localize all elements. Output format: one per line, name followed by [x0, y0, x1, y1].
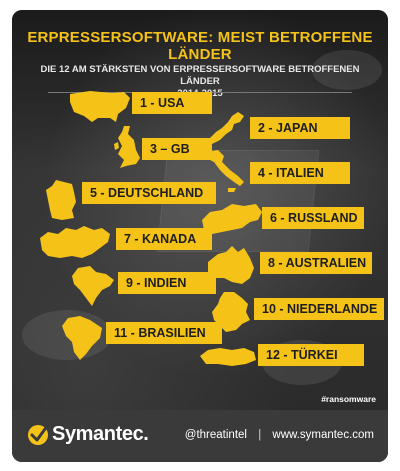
country-label-japan: 2 - JAPAN	[250, 117, 350, 139]
country-label-germany: 5 - DEUTSCHLAND	[82, 182, 216, 204]
country-label-turkey: 12 - TÜRKEI	[258, 344, 364, 366]
twitter-handle-link[interactable]: @threatintel	[184, 429, 247, 441]
canada-map-icon	[40, 226, 110, 258]
country-label-canada: 7 - KANADA	[116, 228, 212, 250]
page-title: ERPRESSERSOFTWARE: MEIST BETROFFENE LÄND…	[27, 29, 373, 63]
country-label-italy: 4 - ITALIEN	[250, 162, 350, 184]
australia-map-icon	[208, 246, 254, 284]
russia-map-icon	[202, 204, 262, 234]
footer-links: @threatintel | www.symantec.com	[185, 429, 374, 441]
footer-bar: Symantec. @threatintel | www.symantec.co…	[12, 410, 388, 462]
india-map-icon	[72, 266, 114, 306]
footer-separator: |	[258, 429, 262, 441]
germany-map-icon	[46, 180, 76, 220]
gb-map-icon	[114, 126, 140, 168]
infographic-card: ERPRESSERSOFTWARE: MEIST BETROFFENE LÄND…	[12, 10, 388, 462]
usa-map-icon	[70, 91, 130, 122]
country-label-russia: 6 - RUSSLAND	[262, 207, 364, 229]
symantec-logo-text: Symantec.	[52, 423, 149, 445]
website-link[interactable]: www.symantec.com	[272, 429, 374, 441]
subtitle-line: DIE 12 AM STÄRKSTEN VON ERPRESSERSOFTWAR…	[40, 64, 360, 87]
country-label-india: 9 - INDIEN	[118, 272, 216, 294]
background-coin	[312, 50, 382, 90]
country-label-usa: 1 - USA	[132, 92, 212, 114]
symantec-checkmark-icon	[28, 425, 48, 445]
turkey-map-icon	[200, 348, 256, 366]
italy-map-icon	[204, 150, 244, 192]
japan-map-icon	[202, 112, 244, 148]
brazil-map-icon	[62, 316, 102, 360]
country-label-australia: 8 - AUSTRALIEN	[260, 252, 372, 274]
country-label-brazil: 11 - BRASILIEN	[106, 322, 222, 344]
country-label-gb: 3 – GB	[142, 138, 212, 160]
hashtag-label: #ransomware	[321, 394, 376, 404]
country-label-netherlands: 10 - NIEDERLANDE	[254, 298, 384, 320]
